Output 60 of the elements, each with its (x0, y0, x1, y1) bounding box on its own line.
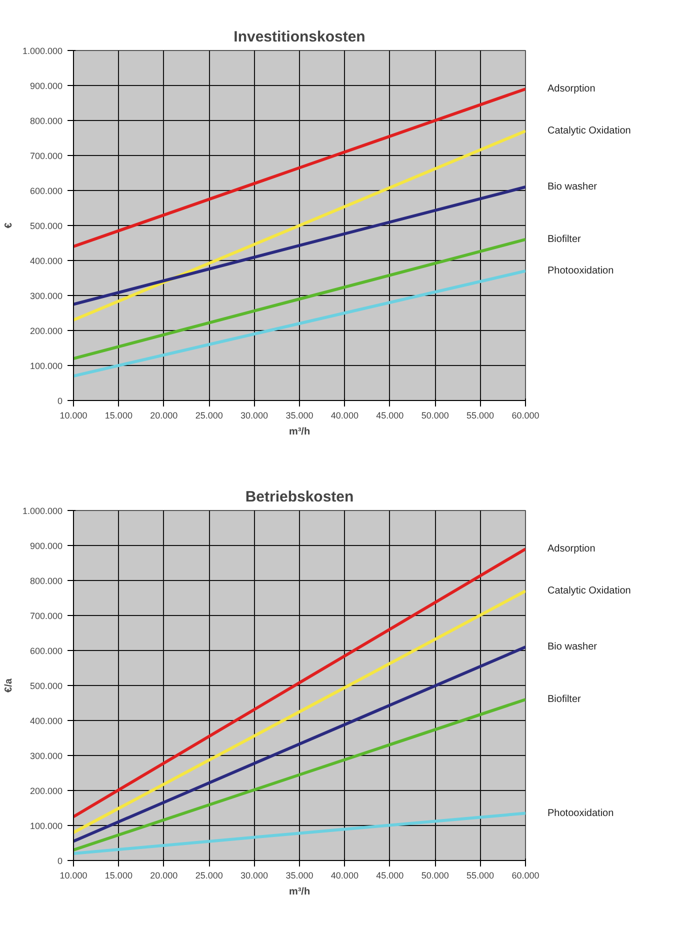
x-tick-label: 50.000 (421, 870, 449, 880)
x-axis-title: m³/h (288, 886, 310, 898)
x-tick-label: 55.000 (466, 410, 494, 420)
x-tick-label: 20.000 (150, 870, 178, 880)
text: Adsorption (548, 84, 596, 94)
y-tick-label: 600.000 (30, 186, 63, 196)
x-tick-label: 35.000 (286, 870, 314, 880)
x-tick-label: 60.000 (512, 410, 540, 420)
y-tick-label: 600.000 (30, 646, 63, 656)
text: Bio washer (548, 182, 598, 192)
y-tick-label: 100.000 (30, 821, 63, 831)
x-tick-label: 25.000 (195, 410, 223, 420)
y-tick-label: 0 (57, 396, 63, 406)
y-axis-title: €/a (3, 678, 14, 692)
text: Biofilter (548, 694, 582, 705)
chart-title: Investitionskosten (234, 28, 366, 46)
text: Photooxidation (548, 808, 614, 819)
x-tick-label: 30.000 (240, 870, 268, 880)
y-tick-label: 500.000 (30, 221, 63, 231)
x-tick-label: 40.000 (330, 410, 358, 420)
x-tick-label: 30.000 (240, 410, 268, 420)
x-tick-label: 45.000 (376, 410, 404, 420)
y-tick-label: 700.000 (30, 151, 63, 161)
y-tick-label: 100.000 (30, 361, 63, 371)
y-tick-label: 900.000 (30, 81, 63, 91)
text: Catalytic Oxidation (548, 586, 631, 596)
y-tick-label: 700.000 (30, 611, 63, 621)
y-axis-title: € (3, 222, 14, 228)
x-tick-label: 10.000 (60, 410, 88, 420)
y-tick-label: 200.000 (30, 786, 63, 796)
y-tick-label: 400.000 (30, 256, 63, 266)
x-tick-label: 35.000 (286, 410, 314, 420)
text: Catalytic Oxidation (548, 126, 631, 136)
y-tick-label: 0 (57, 856, 63, 866)
text: Adsorption (548, 544, 596, 554)
chart-title: Betriebskosten (245, 488, 354, 506)
x-tick-label: 15.000 (104, 870, 132, 880)
y-tick-label: 900.000 (30, 541, 63, 551)
x-tick-label: 15.000 (104, 410, 132, 420)
y-tick-label: 200.000 (30, 326, 63, 336)
x-tick-label: 55.000 (466, 870, 494, 880)
y-tick-label: 1.000.000 (22, 46, 63, 56)
y-tick-label: 400.000 (30, 716, 63, 726)
x-tick-label: 50.000 (421, 410, 449, 420)
y-tick-label: 800.000 (30, 116, 63, 126)
y-tick-label: 1.000.000 (22, 506, 63, 516)
x-axis-title: m³/h (288, 426, 310, 438)
y-tick-label: 300.000 (30, 751, 63, 761)
y-tick-label: 500.000 (30, 681, 63, 691)
text: Photooxidation (548, 266, 614, 276)
x-tick-label: 60.000 (512, 870, 540, 880)
x-tick-label: 10.000 (60, 870, 88, 880)
y-tick-label: 300.000 (30, 291, 63, 301)
x-tick-label: 45.000 (376, 870, 404, 880)
y-tick-label: 800.000 (30, 576, 63, 586)
x-tick-label: 40.000 (330, 870, 358, 880)
text: Bio washer (548, 642, 598, 652)
x-tick-label: 25.000 (195, 870, 223, 880)
text: Biofilter (548, 234, 582, 245)
x-tick-label: 20.000 (150, 410, 178, 420)
